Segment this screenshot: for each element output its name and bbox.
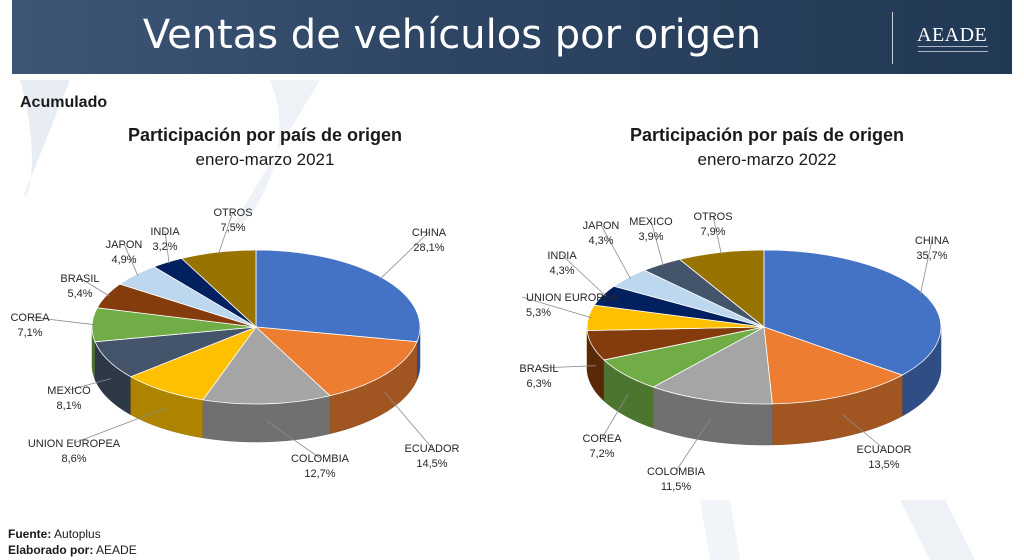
slice-value-otros: 7,9%	[700, 226, 725, 238]
pie-chart-2022: CHINA 35,7% ECUADOR 13,5% COLOMBIA 11,5% COREA…	[519, 211, 950, 493]
page-title: Ventas de vehículos por origen	[142, 12, 762, 58]
slice-label-union-europea: UNION EUROPEA	[28, 438, 121, 450]
header-banner: Ventas de vehículos por origen AEADE	[12, 0, 1012, 74]
leader-line-otros	[218, 211, 234, 254]
slice-value-japon: 4,3%	[588, 235, 613, 247]
slice-label-india: INDIA	[547, 250, 577, 262]
pie-slice-union-europea	[129, 326, 258, 401]
aeade-logo: AEADE	[917, 24, 988, 46]
pie-slice-otros	[180, 249, 257, 328]
pie-slice-ecuador	[763, 326, 904, 405]
slice-label-colombia: COLOMBIA	[647, 466, 706, 478]
pie-slice-china	[255, 249, 421, 343]
slice-value-mexico: 8,1%	[56, 400, 81, 412]
source-value: Autoplus	[54, 527, 101, 541]
slice-value-india: 3,2%	[152, 241, 177, 253]
leader-line-mexico	[650, 220, 664, 266]
footer-author: Elaborado por: AEADE	[8, 543, 137, 557]
slice-label-brasil: BRASIL	[519, 363, 558, 375]
leader-line-japon	[123, 243, 139, 276]
slice-label-mexico: MEXICO	[47, 385, 91, 397]
slice-value-india: 4,3%	[549, 265, 574, 277]
slice-value-colombia: 11,5%	[661, 481, 692, 493]
leader-line-union-europea	[73, 407, 166, 444]
leader-line-colombia	[675, 419, 711, 472]
slice-value-corea: 7,2%	[589, 448, 614, 460]
slice-value-mexico: 3,9%	[638, 231, 663, 243]
leader-line-china	[919, 239, 933, 295]
leader-line-ecuador	[383, 391, 433, 449]
chart-title-2021: Participación por país de origen	[127, 125, 403, 145]
slice-label-mexico: MEXICO	[629, 216, 673, 228]
slice-value-china: 35,7%	[916, 250, 947, 262]
slice-label-japon: JAPON	[106, 239, 143, 251]
slice-value-union-europea: 8,6%	[61, 453, 86, 465]
leader-line-union-europea	[521, 296, 592, 319]
leader-line-brasil	[79, 277, 110, 297]
chart-subtitle-2021: enero-marzo 2021	[195, 150, 335, 169]
slice-label-japon: JAPON	[583, 220, 620, 232]
pie-chart-2021: CHINA 28,1% ECUADOR 14,5% COLOMBIA 12,7% UNION…	[10, 207, 459, 480]
author-value: AEADE	[96, 543, 137, 557]
slice-value-japon: 4,9%	[111, 254, 136, 266]
leader-line-corea	[601, 394, 629, 439]
slice-label-india: INDIA	[150, 226, 180, 238]
slice-value-ecuador: 13,5%	[868, 459, 899, 471]
slice-label-corea: COREA	[10, 312, 50, 324]
slice-label-china: CHINA	[915, 235, 950, 247]
slice-label-ecuador: ECUADOR	[404, 443, 459, 455]
leader-line-mexico	[68, 378, 112, 391]
slice-label-corea: COREA	[582, 433, 622, 445]
slice-value-brasil: 6,3%	[526, 378, 551, 390]
leader-line-india	[164, 230, 170, 264]
leader-line-japon	[600, 224, 631, 279]
slice-value-otros: 7,5%	[220, 222, 245, 234]
slice-label-union-europea: UNION EUROPEA	[526, 292, 619, 304]
slice-value-brasil: 5,4%	[67, 288, 92, 300]
chart-title-2022: Participación por país de origen	[629, 125, 905, 145]
footer-source: Fuente: Autoplus	[8, 527, 101, 541]
slice-label-colombia: COLOMBIA	[291, 453, 350, 465]
pie-slice-ecuador	[254, 326, 418, 397]
slice-value-corea: 7,1%	[17, 327, 42, 339]
slice-label-otros: OTROS	[693, 211, 732, 223]
leader-line-colombia	[266, 420, 321, 459]
slice-label-ecuador: ECUADOR	[856, 444, 911, 456]
pie-slice-otros	[678, 249, 765, 328]
pie-slice-colombia	[202, 326, 331, 405]
slice-value-china: 28,1%	[413, 242, 444, 254]
slice-value-colombia: 12,7%	[304, 468, 335, 480]
slice-label-china: CHINA	[412, 227, 447, 239]
slice-label-otros: OTROS	[213, 207, 252, 219]
author-label: Elaborado por:	[8, 543, 94, 557]
pie-slice-china	[763, 249, 942, 376]
slice-label-brasil: BRASIL	[60, 273, 99, 285]
leader-line-india	[561, 254, 607, 297]
source-label: Fuente:	[8, 527, 52, 541]
leader-line-brasil	[538, 365, 596, 369]
logo-underline	[918, 46, 988, 52]
header-divider	[892, 12, 893, 64]
section-label: Acumulado	[20, 94, 108, 111]
slice-value-union-europea: 5,3%	[526, 307, 551, 319]
leader-line-ecuador	[842, 414, 885, 450]
leader-line-china	[379, 231, 430, 280]
pie-slice-colombia	[652, 326, 773, 405]
leader-line-otros	[712, 215, 722, 254]
leader-line-corea	[29, 316, 96, 326]
chart-subtitle-2022: enero-marzo 2022	[697, 150, 837, 169]
slice-value-ecuador: 14,5%	[416, 458, 447, 470]
